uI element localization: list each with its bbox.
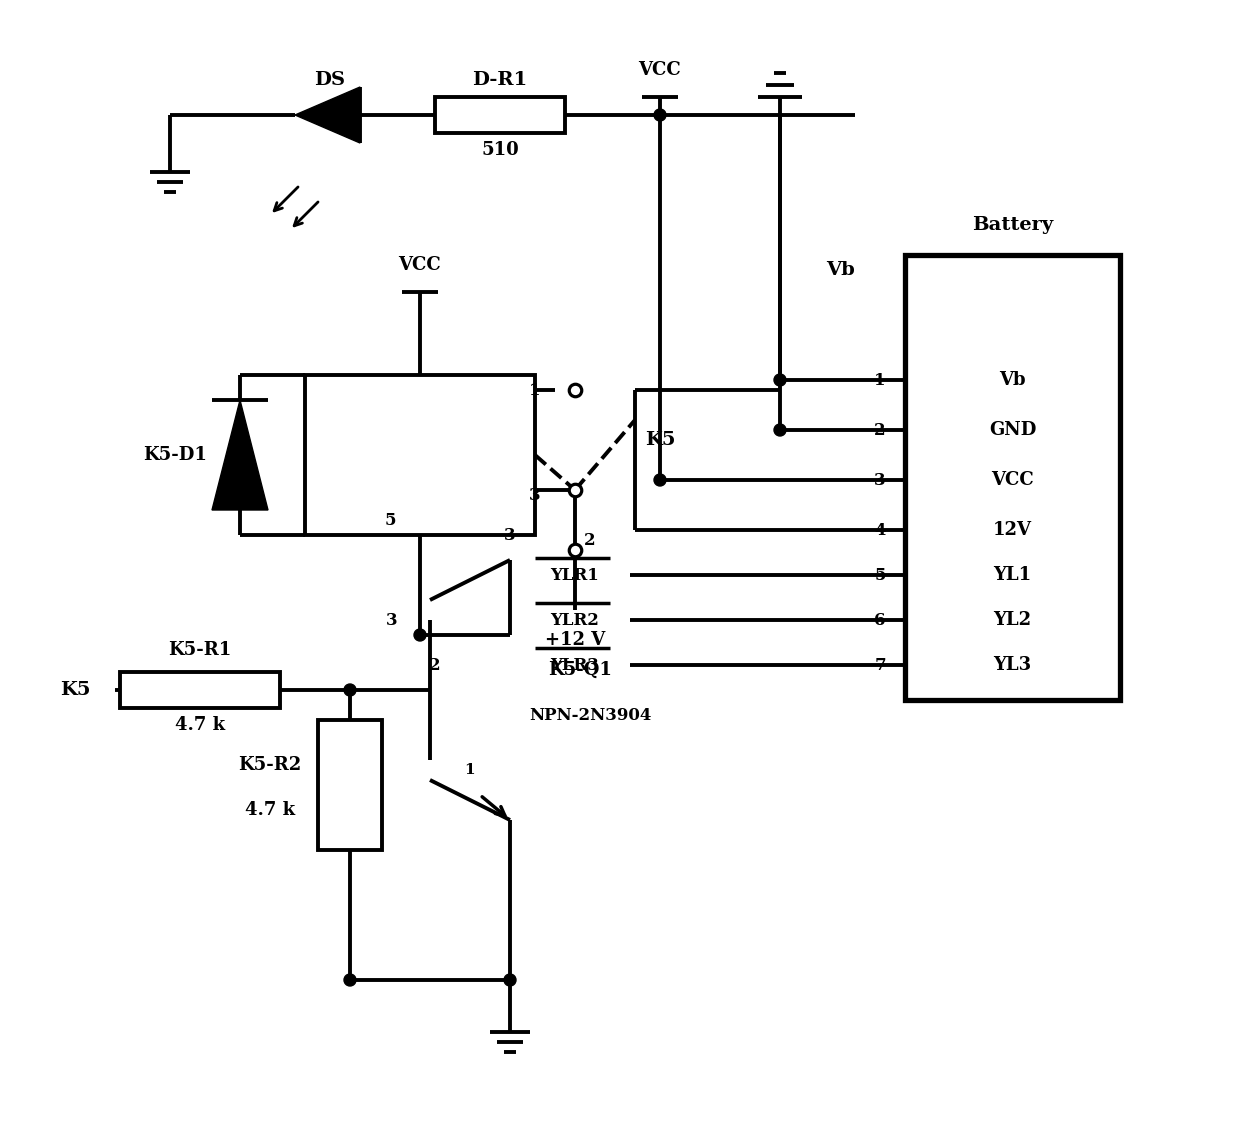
Text: 5: 5 (874, 567, 885, 584)
Text: 7: 7 (874, 657, 885, 674)
Text: 4.7 k: 4.7 k (175, 716, 226, 734)
Circle shape (774, 374, 786, 386)
Text: 3: 3 (505, 526, 516, 543)
Text: +12 V: +12 V (544, 630, 605, 649)
Text: GND: GND (988, 421, 1037, 438)
Text: VCC: VCC (991, 471, 1034, 488)
Polygon shape (212, 400, 268, 510)
Text: 12V: 12V (993, 521, 1032, 538)
Bar (305, 375, 534, 535)
Text: 2: 2 (584, 532, 595, 549)
Text: 1: 1 (874, 371, 885, 389)
Circle shape (414, 629, 427, 641)
Text: Vb: Vb (999, 371, 1025, 389)
Circle shape (343, 684, 356, 696)
Text: K5-R1: K5-R1 (169, 641, 232, 659)
Text: K5: K5 (60, 680, 91, 699)
Text: 2: 2 (429, 657, 440, 674)
Text: YL1: YL1 (993, 566, 1032, 584)
Text: 6: 6 (874, 611, 885, 628)
Text: 1: 1 (465, 763, 475, 777)
Text: DS: DS (315, 72, 346, 89)
Text: Vb: Vb (826, 261, 854, 279)
Circle shape (653, 474, 666, 486)
Text: 3: 3 (529, 486, 541, 503)
Text: YL2: YL2 (993, 611, 1032, 629)
Text: 3: 3 (874, 471, 885, 488)
Text: 4: 4 (874, 521, 885, 538)
Polygon shape (295, 87, 360, 143)
Text: 2: 2 (874, 421, 885, 438)
Text: YLR1: YLR1 (551, 567, 599, 584)
Text: D-R1: D-R1 (472, 72, 528, 89)
Text: K5-Q1: K5-Q1 (548, 661, 611, 679)
Text: K5-R2: K5-R2 (238, 755, 301, 774)
Bar (435, 97, 565, 133)
Text: 4.7 k: 4.7 k (246, 801, 295, 819)
Bar (317, 720, 382, 850)
Text: 5: 5 (384, 511, 396, 528)
Text: 510: 510 (481, 141, 518, 159)
Bar (905, 254, 1120, 700)
Circle shape (774, 424, 786, 436)
Text: NPN-2N3904: NPN-2N3904 (528, 707, 651, 724)
Text: 4: 4 (384, 382, 396, 399)
Text: Battery: Battery (972, 216, 1053, 234)
Circle shape (503, 974, 516, 986)
Text: YL3: YL3 (993, 655, 1032, 674)
Text: K5: K5 (645, 431, 676, 449)
Text: 1: 1 (529, 382, 541, 399)
Bar (120, 673, 280, 708)
Text: YLR3: YLR3 (551, 657, 599, 674)
Circle shape (343, 974, 356, 986)
Circle shape (653, 109, 666, 122)
Text: VCC: VCC (398, 256, 441, 274)
Text: YLR2: YLR2 (551, 611, 599, 628)
Text: 3: 3 (386, 611, 398, 628)
Text: VCC: VCC (639, 61, 681, 80)
Text: K5-D1: K5-D1 (143, 446, 207, 463)
